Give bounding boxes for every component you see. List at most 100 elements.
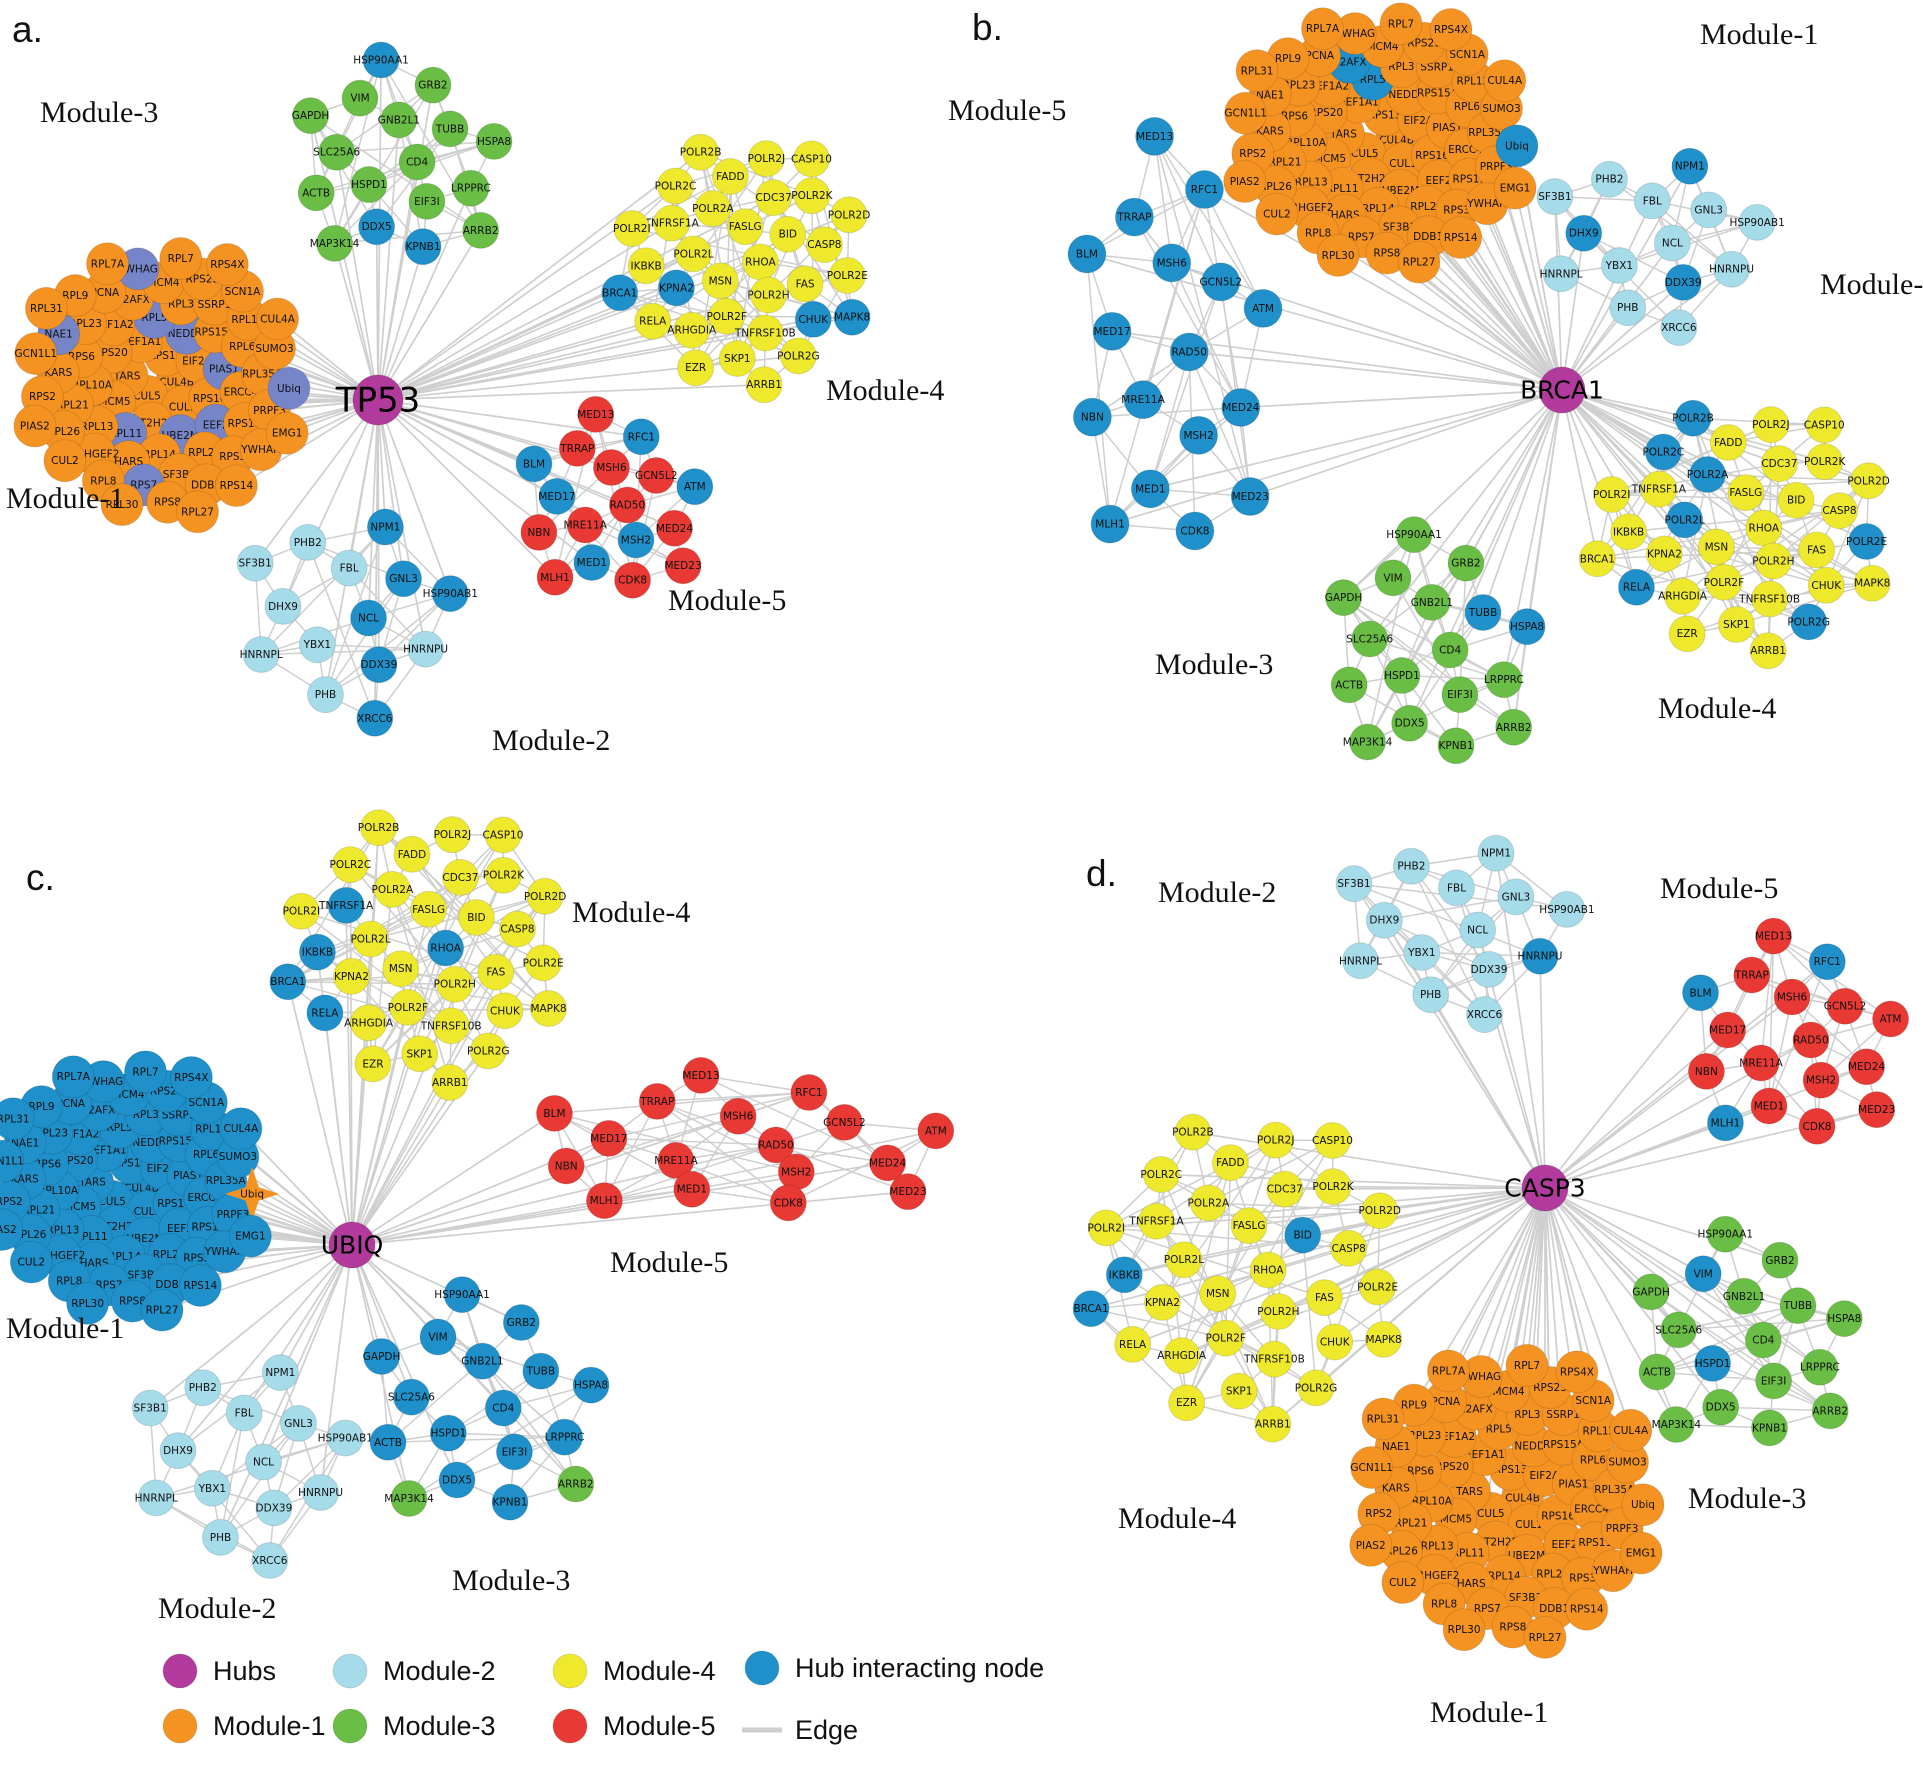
- node-label-CUL2: CUL2: [18, 1257, 46, 1269]
- node-label-NEDD8: NEDD8: [1388, 89, 1425, 101]
- node-label-TNFRSF10B: TNFRSF10B: [1243, 1354, 1305, 1366]
- node-MAP3K14: [1657, 1405, 1695, 1443]
- node-label-EEF2: EEF2: [1552, 1539, 1578, 1551]
- node-label-POLR2E: POLR2E: [1357, 1281, 1398, 1293]
- node-label-RPS14: RPS14: [220, 480, 254, 492]
- node-label-POLR2K: POLR2K: [483, 870, 525, 882]
- node-POLR2D: [830, 196, 868, 234]
- node-XRCC6: [251, 1542, 289, 1580]
- node-DHX9: [159, 1432, 197, 1470]
- node-label-RPS4X: RPS4X: [1434, 24, 1468, 36]
- node-FADD: [393, 835, 431, 873]
- node-label-RPL31: RPL31: [0, 1113, 30, 1125]
- node-label-DHX9: DHX9: [1569, 228, 1599, 240]
- node-POLR2F: [708, 297, 746, 335]
- node-RFC1: [1184, 170, 1224, 210]
- node-label-RPS20: RPS20: [1435, 1461, 1469, 1473]
- node-label-MSH6: MSH6: [1157, 257, 1188, 269]
- node-label-MED1: MED1: [577, 557, 607, 569]
- node-BRCA1: [269, 963, 307, 1001]
- node-label-NPM1: NPM1: [1481, 848, 1511, 860]
- node-label-NPM1: NPM1: [1675, 161, 1705, 173]
- node-label-EMG1: EMG1: [1626, 1547, 1657, 1559]
- node-CDC37: [755, 179, 793, 217]
- node-label-BRCA1: BRCA1: [1073, 1303, 1108, 1315]
- node-RPL7: [1505, 1343, 1549, 1387]
- node-label-MED23: MED23: [1858, 1104, 1895, 1116]
- node-label-DDX5: DDX5: [362, 221, 392, 233]
- node-RAD50: [608, 486, 646, 524]
- node-label-CHUK: CHUK: [798, 314, 829, 326]
- node-label-HNRNPL: HNRNPL: [240, 649, 283, 661]
- node-label-SLC25A6: SLC25A6: [388, 1392, 435, 1404]
- node-label-LRPPRC: LRPPRC: [545, 1432, 585, 1444]
- node-FASLG: [726, 208, 764, 246]
- node-label-POLR2L: POLR2L: [673, 248, 713, 260]
- node-label-BID: BID: [779, 229, 797, 241]
- node-label-RPS14: RPS14: [1444, 232, 1478, 244]
- node-label-RPL27: RPL27: [1529, 1632, 1562, 1644]
- node-GCN1L1: [14, 332, 58, 376]
- node-label-CASP8: CASP8: [807, 239, 841, 251]
- node-label-FBL: FBL: [235, 1407, 254, 1419]
- legend-label-7: Edge: [795, 1715, 858, 1745]
- node-ARRB1: [1749, 632, 1787, 670]
- node-NCL: [1653, 224, 1691, 262]
- node-VIM: [419, 1318, 457, 1356]
- node-SF3B1: [131, 1389, 169, 1427]
- node-label-VIM: VIM: [1383, 572, 1402, 584]
- node-label-MSH2: MSH2: [1183, 430, 1213, 442]
- node-PIAS2: [1223, 159, 1267, 203]
- node-POLR2H: [1754, 542, 1792, 580]
- node-POLR2K: [1314, 1168, 1352, 1206]
- node-MSH6: [592, 449, 630, 487]
- node-MAP3K14: [1349, 723, 1387, 761]
- module-label-b-Module-3: Module-3: [1155, 648, 1273, 681]
- node-label-RPL3: RPL3: [1388, 61, 1414, 73]
- node-DDX5: [358, 208, 396, 246]
- node-GNL3: [1690, 191, 1728, 229]
- node-label-CHUK: CHUK: [1320, 1336, 1351, 1348]
- node-label-PRPF3: PRPF3: [253, 405, 286, 417]
- node-label-RPL5: RPL5: [1486, 1423, 1512, 1435]
- node-GNB2L1: [463, 1342, 501, 1380]
- node-TUBB: [522, 1352, 560, 1390]
- node-GNB2L1: [1413, 583, 1451, 621]
- node-label-TNFRSF10B: TNFRSF10B: [1738, 593, 1800, 605]
- node-label-PCNA: PCNA: [1305, 50, 1335, 62]
- node-label-POLR2A: POLR2A: [1687, 469, 1729, 481]
- node-label-POLR2L: POLR2L: [1164, 1254, 1204, 1266]
- node-label-VIM: VIM: [350, 93, 369, 105]
- node-label-DDX39: DDX39: [1471, 964, 1508, 976]
- node-GCN5L2: [1201, 262, 1241, 302]
- node-label-HSPA8: HSPA8: [1827, 1313, 1861, 1325]
- node-label-VIM: VIM: [1693, 1268, 1712, 1280]
- node-BID: [457, 899, 495, 937]
- node-CHUK: [1807, 566, 1845, 604]
- node-label-BID: BID: [1787, 495, 1805, 507]
- node-TNFRSF10B: [1751, 580, 1789, 618]
- node-MAPK8: [530, 990, 568, 1028]
- node-EZR: [677, 349, 715, 387]
- node-CASP8: [1820, 492, 1858, 530]
- node-label-RPL7A: RPL7A: [91, 258, 125, 270]
- node-label-GNL3: GNL3: [1502, 891, 1531, 903]
- node-label-POLR2I: POLR2I: [1593, 489, 1631, 501]
- node-POLR2A: [1189, 1184, 1227, 1222]
- node-CUL2: [1381, 1561, 1425, 1605]
- node-label-GNB2L1: GNB2L1: [1411, 597, 1453, 609]
- node-DDX39: [255, 1489, 293, 1527]
- node-KPNB1: [491, 1483, 529, 1521]
- node-label-MED23: MED23: [664, 560, 701, 572]
- node-HSPD1: [429, 1414, 467, 1452]
- node-BID: [769, 215, 807, 253]
- node-label-H2AFX: H2AFX: [1458, 1404, 1493, 1416]
- node-label-MAPK8: MAPK8: [530, 1003, 566, 1015]
- node-label-CUL4A: CUL4A: [260, 313, 296, 325]
- node-MLH1: [1090, 504, 1130, 544]
- node-CDC37: [1266, 1170, 1304, 1208]
- panel-b: RAD50 MRE11A MSH6 MSH2 MED17 GCN5L2 MED1 TRRAP M…: [948, 2, 1923, 765]
- panel-d: NCL YBX1 FBL DDX39 DHX9 GNL3 PHB PHB2 HNRNPU HNRN…: [1072, 834, 1910, 1729]
- node-MSH6: [1773, 978, 1811, 1016]
